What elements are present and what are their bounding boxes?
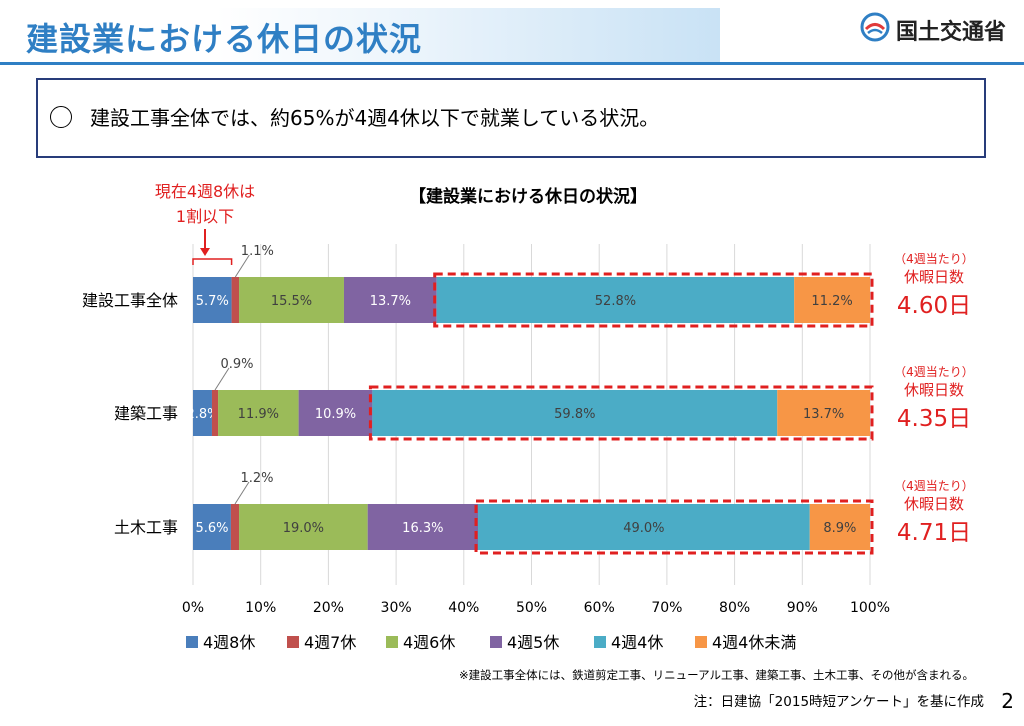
x-tick-label: 20% <box>313 600 344 616</box>
bar-segment <box>230 504 240 550</box>
x-tick-label: 100% <box>850 600 890 616</box>
holiday-value: 4.35日 <box>897 406 971 432</box>
legend-swatch <box>287 636 299 648</box>
bar-segment <box>193 504 231 550</box>
summary-text: 建設工事全体では、約65%が4週4休以下で就業している状況。 <box>90 106 660 130</box>
bullet-circle-icon <box>50 106 72 128</box>
data-label: 52.8% <box>595 294 636 309</box>
annotation-line1: 現在4週8休は <box>155 182 255 201</box>
legend-label: 4週4休未満 <box>712 633 796 652</box>
data-label: 15.5% <box>271 294 312 309</box>
bracket-annotation <box>192 258 233 265</box>
bar-segment <box>211 390 219 436</box>
data-label: 13.7% <box>803 407 844 422</box>
holiday-value: 4.71日 <box>897 520 971 546</box>
data-label: 11.2% <box>811 294 852 309</box>
category-label: 建設工事全体 <box>82 291 178 310</box>
bar-segment <box>367 504 479 550</box>
bar-segment <box>436 277 795 323</box>
bar-segment <box>478 504 810 550</box>
data-label: 16.3% <box>402 521 443 536</box>
x-tick-label: 0% <box>182 600 204 616</box>
data-label: 5.6% <box>195 521 228 536</box>
chart-title: 【建設業における休日の状況】 <box>409 186 647 207</box>
legend-swatch <box>490 636 502 648</box>
mlit-logo: 国土交通省 <box>858 8 1024 48</box>
x-tick-label: 40% <box>448 600 479 616</box>
legend-label: 4週4休 <box>611 633 663 652</box>
holiday-note: （4週当たり） <box>894 479 974 493</box>
data-label: 5.7% <box>196 294 229 309</box>
data-label: 11.9% <box>238 407 279 422</box>
legend-swatch <box>186 636 198 648</box>
category-label: 建築工事 <box>114 404 178 423</box>
x-tick-label: 50% <box>516 600 547 616</box>
category-label: 土木工事 <box>114 518 178 537</box>
data-label: 2.8% <box>186 407 219 422</box>
x-tick-label: 90% <box>787 600 818 616</box>
annotation-line2: 1割以下 <box>176 207 234 226</box>
holiday-note: （4週当たり） <box>894 252 974 266</box>
bar-segment <box>298 390 373 436</box>
highlight-box <box>433 272 874 328</box>
legend-swatch <box>386 636 398 648</box>
holiday-value: 4.60日 <box>897 293 971 319</box>
data-label: 13.7% <box>370 294 411 309</box>
highlight-box <box>368 385 874 441</box>
data-label: 59.8% <box>554 407 595 422</box>
legend-swatch <box>594 636 606 648</box>
bar-segment <box>239 277 344 323</box>
bar-segment <box>193 277 232 323</box>
bar-segment <box>193 390 212 436</box>
bar-segment <box>794 277 870 323</box>
footnote-1: ※建設工事全体には、鉄道剪定工事、リニューアル工事、建築工事、土木工事、その他が… <box>459 668 974 682</box>
holiday-note: （4週当たり） <box>894 365 974 379</box>
legend-swatch <box>695 636 707 648</box>
x-tick-label: 80% <box>719 600 750 616</box>
data-label: 19.0% <box>283 521 324 536</box>
page-number: 2 <box>1001 689 1014 713</box>
highlight-box <box>474 499 874 555</box>
bar-segment <box>372 390 778 436</box>
legend-label: 4週6休 <box>403 633 455 652</box>
legend-label: 4週7休 <box>304 633 356 652</box>
legend-label: 4週5休 <box>507 633 559 652</box>
callout-leader <box>214 367 230 391</box>
callout-leader <box>234 254 250 278</box>
data-label: 10.9% <box>315 407 356 422</box>
footnote-2: 注：日建協「2015時短アンケート」を基に作成 <box>694 693 984 710</box>
holiday-label: 休暇日数 <box>904 268 964 286</box>
mlit-logo-icon <box>860 12 890 42</box>
title-bar: 建設業における休日の状況 国土交通省 <box>0 0 1024 66</box>
legend-label: 4週8休 <box>203 633 255 652</box>
x-tick-label: 10% <box>245 600 276 616</box>
bar-segment <box>809 504 870 550</box>
page-title: 建設業における休日の状況 <box>26 20 423 58</box>
data-label: 1.1% <box>241 244 274 259</box>
holiday-label: 休暇日数 <box>904 495 964 513</box>
summary-box: 建設工事全体では、約65%が4週4休以下で就業している状況。 <box>36 78 986 158</box>
data-label: 0.9% <box>220 357 253 372</box>
x-tick-label: 70% <box>651 600 682 616</box>
data-label: 8.9% <box>823 521 856 536</box>
title-gradient <box>0 8 720 64</box>
callout-leader <box>234 481 250 505</box>
bar-segment <box>218 390 299 436</box>
bar-segment <box>777 390 870 436</box>
title-underline <box>0 62 1024 65</box>
bar-segment <box>343 277 437 323</box>
data-label: 1.2% <box>240 471 273 486</box>
logo-text: 国土交通省 <box>896 20 1007 45</box>
annotation-arrowhead <box>200 248 210 256</box>
holiday-label: 休暇日数 <box>904 381 964 399</box>
bar-segment <box>231 277 240 323</box>
bar-segment <box>239 504 368 550</box>
x-tick-label: 60% <box>584 600 615 616</box>
x-tick-label: 30% <box>381 600 412 616</box>
data-label: 49.0% <box>623 521 664 536</box>
